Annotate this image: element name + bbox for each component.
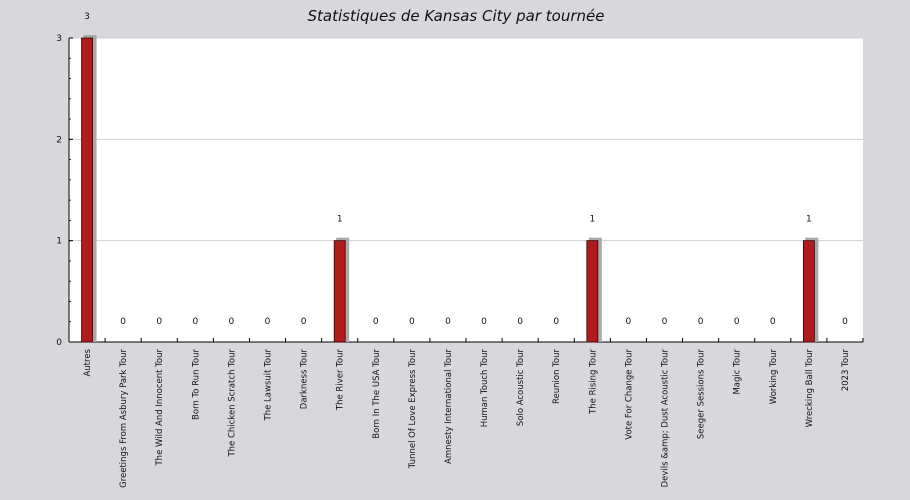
x-category-label: The Rising Tour bbox=[588, 349, 598, 415]
x-category-label: Born To Run Tour bbox=[191, 349, 201, 420]
y-tick-label: 2 bbox=[56, 135, 62, 145]
data-label: 0 bbox=[770, 317, 776, 327]
data-label: 0 bbox=[842, 317, 848, 327]
data-label: 0 bbox=[156, 317, 162, 327]
data-label: 1 bbox=[337, 215, 343, 225]
x-category-label: Devils &amp; Dust Acoustic Tour bbox=[661, 348, 671, 487]
bar bbox=[333, 240, 346, 343]
data-label: 0 bbox=[662, 317, 668, 327]
axes bbox=[68, 37, 864, 343]
x-category-label: Autres bbox=[83, 348, 93, 376]
x-category-label: 2023 Tour bbox=[841, 349, 851, 392]
data-label: 3 bbox=[84, 12, 90, 22]
labels: 0 1 2 3 3 Autres 0 Greetings From Asbury Park T… bbox=[56, 12, 851, 488]
x-category-label: Wrecking Ball Tour bbox=[805, 349, 815, 428]
y-tick-label: 3 bbox=[56, 34, 62, 44]
data-label: 0 bbox=[517, 317, 523, 327]
data-label: 0 bbox=[409, 317, 415, 327]
x-category-label: Amnesty International Tour bbox=[444, 349, 454, 464]
x-category-label: Working Tour bbox=[769, 348, 779, 404]
y-tick-label: 0 bbox=[56, 338, 62, 348]
data-label: 0 bbox=[265, 317, 271, 327]
grid-lines bbox=[69, 37, 863, 242]
data-label: 0 bbox=[734, 317, 740, 327]
data-label: 0 bbox=[626, 317, 632, 327]
x-category-label: The Lawsuit Tour bbox=[264, 348, 274, 421]
data-label: 1 bbox=[806, 215, 812, 225]
x-category-label: The Chicken Scratch Tour bbox=[227, 349, 237, 458]
x-category-label: The River Tour bbox=[336, 349, 346, 412]
data-label: 0 bbox=[553, 317, 559, 327]
data-label: 0 bbox=[301, 317, 307, 327]
x-category-label: Reunion Tour bbox=[552, 349, 562, 405]
data-label: 1 bbox=[589, 215, 595, 225]
x-category-label: Seeger Sessions Tour bbox=[697, 349, 707, 440]
data-label: 0 bbox=[481, 317, 487, 327]
data-label: 0 bbox=[229, 317, 235, 327]
data-label: 0 bbox=[698, 317, 704, 327]
x-category-label: Human Touch Tour bbox=[480, 349, 490, 428]
x-category-label: Solo Acoustic Tour bbox=[516, 349, 526, 427]
data-label: 0 bbox=[373, 317, 379, 327]
bars bbox=[81, 35, 819, 343]
plot-area bbox=[69, 38, 863, 342]
bar bbox=[586, 240, 599, 343]
x-category-label: The Wild And Innocent Tour bbox=[155, 349, 165, 467]
chart-title: Statistiques de Kansas City par tournée bbox=[308, 7, 605, 25]
data-label: 0 bbox=[445, 317, 451, 327]
data-label: 0 bbox=[192, 317, 198, 327]
x-category-label: Vote For Change Tour bbox=[624, 349, 634, 440]
bar bbox=[802, 240, 815, 343]
x-category-label: Tunnel Of Love Express Tour bbox=[408, 349, 418, 470]
x-category-label: Born In The USA Tour bbox=[372, 349, 382, 439]
bar bbox=[81, 37, 93, 343]
x-category-label: Darkness Tour bbox=[300, 349, 310, 410]
x-category-label: Magic Tour bbox=[733, 349, 743, 395]
data-label: 0 bbox=[120, 317, 126, 327]
y-tick-label: 1 bbox=[56, 237, 62, 247]
x-category-label: Greetings From Asbury Park Tour bbox=[119, 349, 129, 488]
